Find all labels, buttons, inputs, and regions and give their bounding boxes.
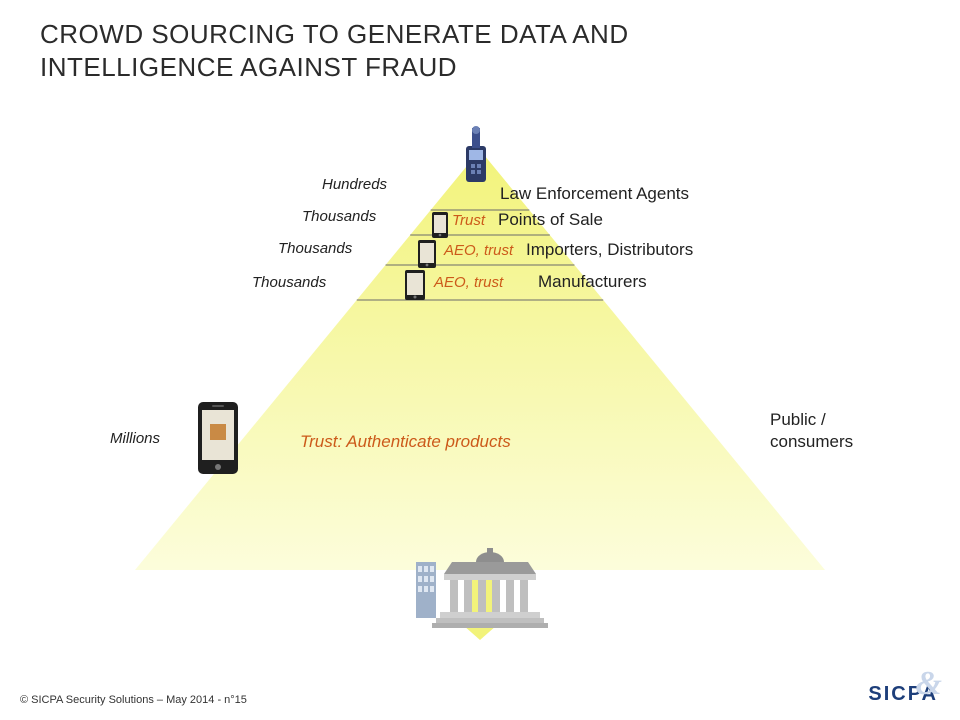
qty-label: Millions xyxy=(110,430,160,447)
trust-tag: Trust xyxy=(452,212,485,229)
role-label: Public / xyxy=(770,410,826,430)
role-label: Law Enforcement Agents xyxy=(500,184,689,204)
phone-icon xyxy=(432,212,448,238)
role-label: consumers xyxy=(770,432,853,452)
title-line-2: INTELLIGENCE AGAINST FRAUD xyxy=(40,52,457,82)
footer-text: © SICPA Security Solutions – May 2014 - … xyxy=(20,694,247,706)
trust-tag: Trust: Authenticate products xyxy=(300,432,511,452)
role-label: Points of Sale xyxy=(498,210,603,230)
phone-icon xyxy=(405,270,425,300)
logo-ampersand-icon: & xyxy=(916,665,944,703)
title-line-1: CROWD SOURCING TO GENERATE DATA AND xyxy=(40,19,629,49)
phone-icon xyxy=(418,240,436,268)
role-label: Manufacturers xyxy=(538,272,647,292)
scanner-icon xyxy=(466,126,486,182)
trust-tag: AEO, trust xyxy=(444,242,513,259)
qty-label: Thousands xyxy=(252,274,326,291)
role-label: Importers, Distributors xyxy=(526,240,693,260)
phone-icon xyxy=(198,402,238,474)
page-title: CROWD SOURCING TO GENERATE DATA AND INTE… xyxy=(40,18,629,83)
qty-label: Thousands xyxy=(302,208,376,225)
slide: CROWD SOURCING TO GENERATE DATA AND INTE… xyxy=(0,0,960,720)
qty-label: Thousands xyxy=(278,240,352,257)
trust-tag: AEO, trust xyxy=(434,274,503,291)
logo: & SICPA xyxy=(868,683,938,706)
qty-label: Hundreds xyxy=(322,176,387,193)
building-icon xyxy=(410,538,550,638)
diagram-stage: Hundreds Thousands Thousands Thousands M… xyxy=(0,100,960,620)
